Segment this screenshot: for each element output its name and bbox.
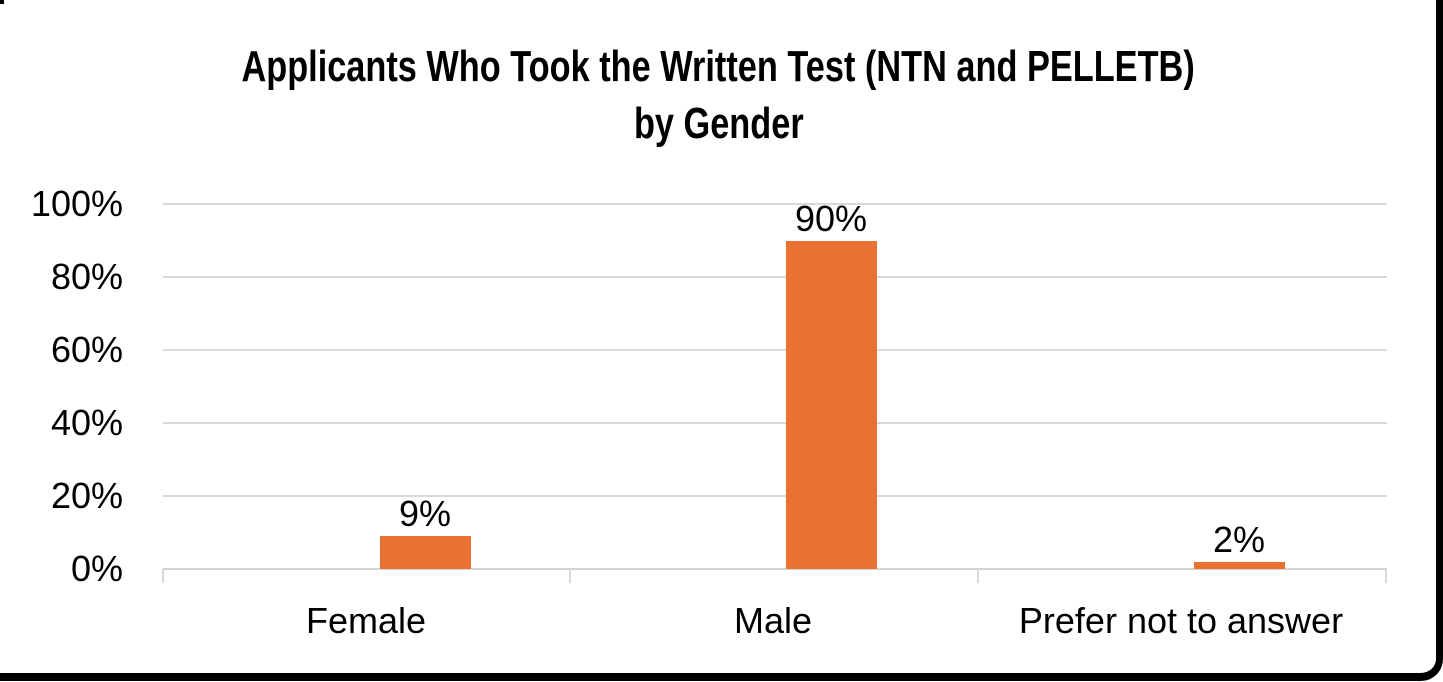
x-axis-line — [163, 568, 1387, 570]
bar-prefer-not-to-answer — [1194, 561, 1285, 569]
y-tick-label: 40% — [50, 402, 123, 443]
gridline-100 — [163, 203, 1387, 205]
y-tick-label: 100% — [30, 183, 123, 224]
data-label-prefer-not-to-answer: 2% — [1212, 518, 1266, 560]
data-label-female: 9% — [398, 493, 452, 535]
gridline-80 — [163, 276, 1387, 278]
border-fragment-top-left — [0, 0, 4, 4]
bar-female — [380, 536, 471, 569]
category-label-male: Male — [733, 600, 813, 641]
category-label-female: Female — [305, 600, 427, 641]
bar-male — [786, 240, 877, 569]
y-tick-label: 80% — [50, 256, 123, 297]
gridline-20 — [163, 495, 1387, 497]
category-label-prefer-not-to-answer: Prefer not to answer — [1018, 600, 1344, 641]
y-tick-label: 60% — [50, 329, 123, 370]
x-axis-tick — [1385, 569, 1387, 583]
x-axis-tick — [977, 569, 979, 583]
y-tick-label: 20% — [50, 475, 123, 516]
gridline-60 — [163, 349, 1387, 351]
gridline-40 — [163, 422, 1387, 424]
x-axis-tick — [569, 569, 571, 583]
chart-title: Applicants Who Took the Written Test (NT… — [0, 38, 1437, 152]
y-tick-label: 0% — [70, 548, 123, 589]
x-axis-tick — [162, 569, 164, 583]
data-label-male: 90% — [794, 197, 868, 239]
chart-title-line-1: Applicants Who Took the Written Test (NT… — [241, 42, 1196, 91]
chart-title-line-2: by Gender — [633, 99, 804, 148]
